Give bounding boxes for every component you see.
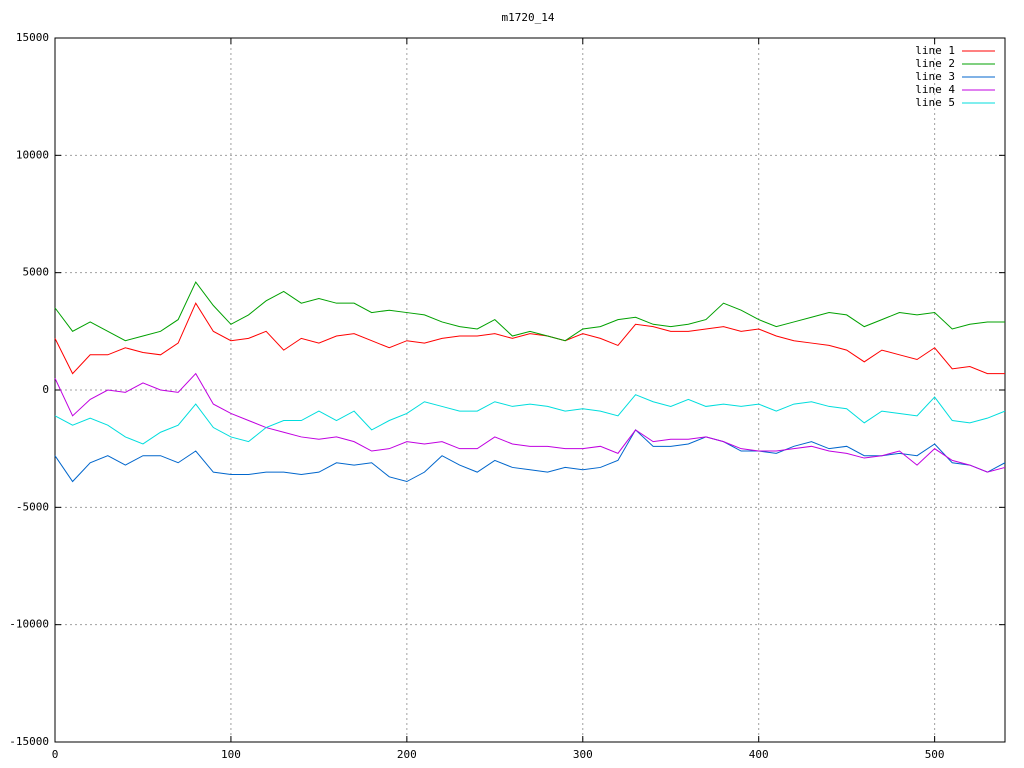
y-tick-label: 15000 xyxy=(16,31,49,44)
x-tick-label: 200 xyxy=(397,748,417,761)
y-tick-label: 0 xyxy=(42,383,49,396)
legend-label: line 5 xyxy=(915,96,955,109)
data-line xyxy=(54,302,1005,375)
y-tick-label: -10000 xyxy=(9,618,49,631)
y-tick-label: 5000 xyxy=(23,266,50,279)
data-line xyxy=(54,394,1006,445)
x-tick-label: 400 xyxy=(749,748,769,761)
data-line xyxy=(54,429,1006,483)
chart-title: m1720_14 xyxy=(502,11,555,24)
legend-label: line 2 xyxy=(915,57,955,70)
x-tick-label: 300 xyxy=(573,748,593,761)
legend-label: line 1 xyxy=(915,44,955,57)
y-tick-label: 10000 xyxy=(16,148,49,161)
data-line xyxy=(54,281,1005,342)
plot-frame xyxy=(54,37,1006,743)
x-tick-label: 100 xyxy=(221,748,241,761)
y-tick-label: -15000 xyxy=(9,735,49,748)
legend-label: line 3 xyxy=(915,70,955,83)
y-tick-label: -5000 xyxy=(16,500,49,513)
data-line xyxy=(54,372,1006,473)
legend-label: line 4 xyxy=(915,83,955,96)
x-tick-label: 500 xyxy=(925,748,945,761)
x-tick-label: 0 xyxy=(52,748,59,761)
